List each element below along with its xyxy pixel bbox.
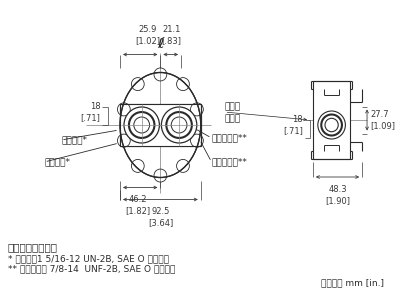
Bar — [120, 104, 200, 146]
Text: 后吸油口*: 后吸油口* — [44, 158, 70, 166]
Circle shape — [161, 107, 197, 143]
Text: * 吸油口－1 5/16-12 UN-2B, SAE O 形圈油口: * 吸油口－1 5/16-12 UN-2B, SAE O 形圈油口 — [8, 254, 169, 263]
Text: 驱动轴
中心线: 驱动轴 中心线 — [224, 103, 240, 123]
Text: 27.7
[1.09]: 27.7 [1.09] — [370, 110, 395, 130]
Text: 46.2
[1.82]: 46.2 [1.82] — [125, 196, 150, 216]
Text: 18
[.71]: 18 [.71] — [80, 102, 100, 122]
Text: 21.1
[.83]: 21.1 [.83] — [161, 26, 181, 46]
Text: ℓ: ℓ — [157, 37, 164, 50]
Text: 全部尺寸 mm [in.]: 全部尺寸 mm [in.] — [321, 278, 384, 287]
Text: 48.3
[1.90]: 48.3 [1.90] — [325, 185, 350, 205]
Text: 后压力油口**: 后压力油口** — [212, 134, 248, 142]
Circle shape — [124, 107, 160, 143]
Text: ** 压力油口－ 7/8-14  UNF-2B, SAE O 形圈油口: ** 压力油口－ 7/8-14 UNF-2B, SAE O 形圈油口 — [8, 264, 175, 273]
Text: 18
[.71]: 18 [.71] — [283, 115, 303, 136]
Bar — [313, 81, 350, 159]
Text: 图示为逆时针旋转: 图示为逆时针旋转 — [8, 242, 58, 252]
Text: 92.5
[3.64]: 92.5 [3.64] — [148, 208, 173, 228]
Text: 侧压力油口**: 侧压力油口** — [212, 158, 248, 166]
Text: 25.9
[1.02]: 25.9 [1.02] — [135, 26, 160, 46]
Text: 侧吸油口*: 侧吸油口* — [61, 136, 87, 145]
